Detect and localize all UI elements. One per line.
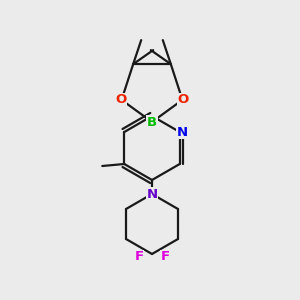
Text: F: F — [160, 250, 169, 263]
Text: O: O — [178, 93, 189, 106]
Text: B: B — [147, 116, 157, 128]
Text: N: N — [146, 188, 158, 200]
Text: F: F — [134, 250, 144, 263]
Text: O: O — [115, 93, 126, 106]
Text: N: N — [177, 125, 188, 139]
